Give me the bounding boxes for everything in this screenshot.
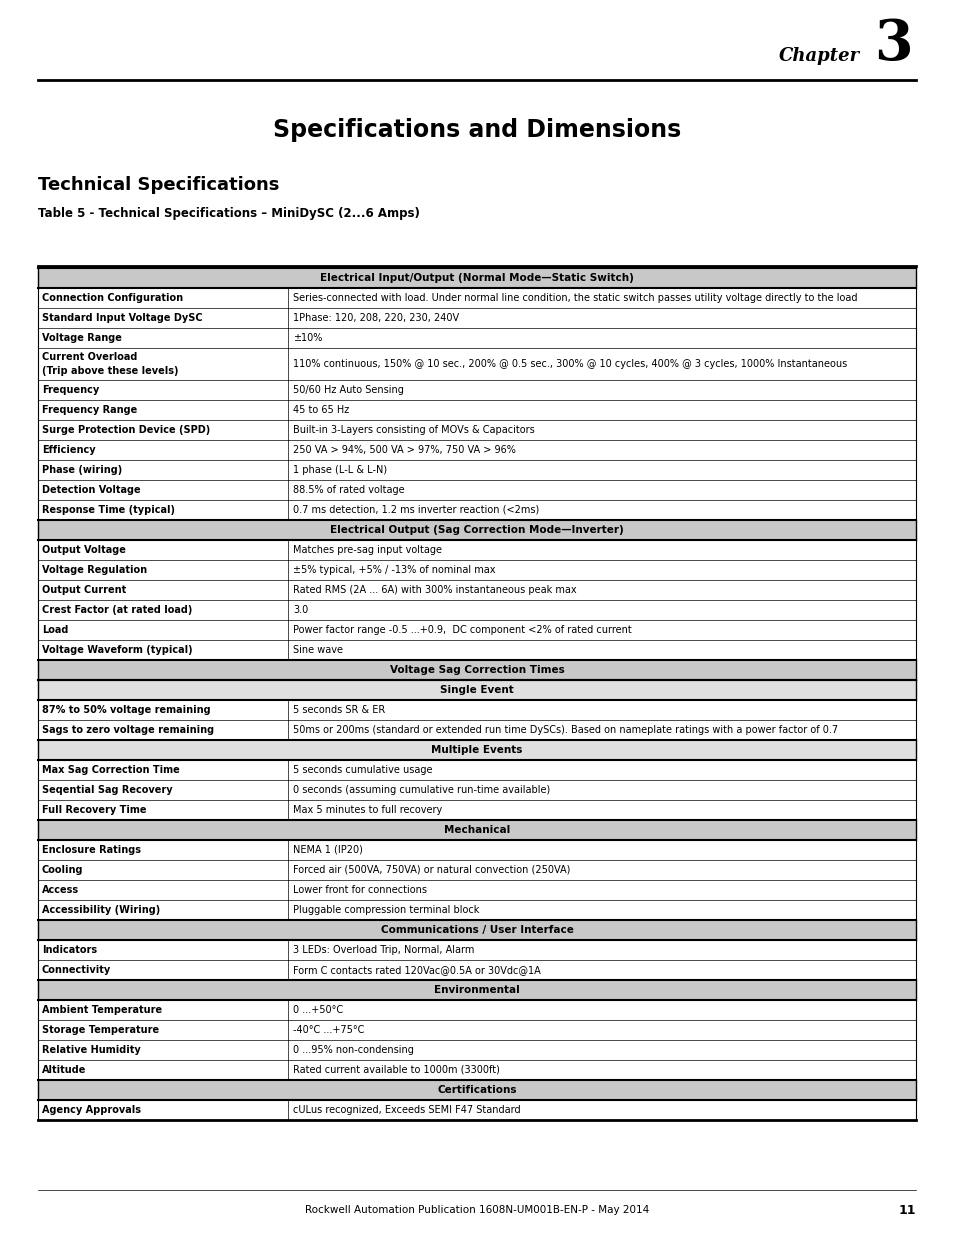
Text: Voltage Waveform (typical): Voltage Waveform (typical) <box>42 645 193 655</box>
Text: Rated RMS (2A ... 6A) with 300% instantaneous peak max: Rated RMS (2A ... 6A) with 300% instanta… <box>293 585 577 595</box>
Text: 3: 3 <box>874 17 912 72</box>
Text: Max Sag Correction Time: Max Sag Correction Time <box>42 764 179 776</box>
Text: Crest Factor (at rated load): Crest Factor (at rated load) <box>42 605 193 615</box>
Text: Current Overload: Current Overload <box>42 352 137 362</box>
Text: Rockwell Automation Publication 1608N-UM001B-EN-P - May 2014: Rockwell Automation Publication 1608N-UM… <box>305 1205 648 1215</box>
Text: Enclosure Ratings: Enclosure Ratings <box>42 845 141 855</box>
Text: Certifications: Certifications <box>436 1086 517 1095</box>
Text: Chapter: Chapter <box>778 47 859 65</box>
Text: Electrical Input/Output (Normal Mode—Static Switch): Electrical Input/Output (Normal Mode—Sta… <box>319 273 634 283</box>
Text: Rated current available to 1000m (3300ft): Rated current available to 1000m (3300ft… <box>293 1065 499 1074</box>
Text: Form C contacts rated 120Vac@0.5A or 30Vdc@1A: Form C contacts rated 120Vac@0.5A or 30V… <box>293 965 540 974</box>
Text: Ambient Temperature: Ambient Temperature <box>42 1005 162 1015</box>
Text: -40°C ...+75°C: -40°C ...+75°C <box>293 1025 364 1035</box>
Text: Accessibility (Wiring): Accessibility (Wiring) <box>42 905 160 915</box>
Text: Voltage Range: Voltage Range <box>42 333 122 343</box>
Text: Pluggable compression terminal block: Pluggable compression terminal block <box>293 905 479 915</box>
Text: 5 seconds SR & ER: 5 seconds SR & ER <box>293 705 385 715</box>
Text: 50/60 Hz Auto Sensing: 50/60 Hz Auto Sensing <box>293 385 404 395</box>
Text: Detection Voltage: Detection Voltage <box>42 485 140 495</box>
Text: 1Phase: 120, 208, 220, 230, 240V: 1Phase: 120, 208, 220, 230, 240V <box>293 312 459 324</box>
Text: Max 5 minutes to full recovery: Max 5 minutes to full recovery <box>293 805 442 815</box>
Text: 1 phase (L-L & L-N): 1 phase (L-L & L-N) <box>293 466 387 475</box>
Bar <box>38 981 915 1000</box>
Text: Access: Access <box>42 885 79 895</box>
Text: Seqential Sag Recovery: Seqential Sag Recovery <box>42 785 172 795</box>
Text: 0 seconds (assuming cumulative run-time available): 0 seconds (assuming cumulative run-time … <box>293 785 550 795</box>
Text: 110% continuous, 150% @ 10 sec., 200% @ 0.5 sec., 300% @ 10 cycles, 400% @ 3 cyc: 110% continuous, 150% @ 10 sec., 200% @ … <box>293 359 846 369</box>
Text: Matches pre-sag input voltage: Matches pre-sag input voltage <box>293 545 442 555</box>
Text: Standard Input Voltage DySC: Standard Input Voltage DySC <box>42 312 202 324</box>
Bar <box>38 740 915 760</box>
Text: Efficiency: Efficiency <box>42 445 95 454</box>
Text: Technical Specifications: Technical Specifications <box>38 177 279 194</box>
Text: Single Event: Single Event <box>439 685 514 695</box>
Text: Voltage Regulation: Voltage Regulation <box>42 564 147 576</box>
Text: Phase (wiring): Phase (wiring) <box>42 466 122 475</box>
Text: Connection Configuration: Connection Configuration <box>42 293 183 303</box>
Text: 0.7 ms detection, 1.2 ms inverter reaction (<2ms): 0.7 ms detection, 1.2 ms inverter reacti… <box>293 505 538 515</box>
Text: Frequency Range: Frequency Range <box>42 405 137 415</box>
Text: Electrical Output (Sag Correction Mode—Inverter): Electrical Output (Sag Correction Mode—I… <box>330 525 623 535</box>
Text: 88.5% of rated voltage: 88.5% of rated voltage <box>293 485 404 495</box>
Text: 45 to 65 Hz: 45 to 65 Hz <box>293 405 349 415</box>
Text: Surge Protection Device (SPD): Surge Protection Device (SPD) <box>42 425 210 435</box>
Text: Environmental: Environmental <box>434 986 519 995</box>
Text: 87% to 50% voltage remaining: 87% to 50% voltage remaining <box>42 705 211 715</box>
Text: NEMA 1 (IP20): NEMA 1 (IP20) <box>293 845 363 855</box>
Bar <box>38 659 915 680</box>
Text: Altitude: Altitude <box>42 1065 87 1074</box>
Bar <box>38 1079 915 1100</box>
Bar <box>38 520 915 540</box>
Text: Mechanical: Mechanical <box>443 825 510 835</box>
Bar <box>38 680 915 700</box>
Text: (Trip above these levels): (Trip above these levels) <box>42 366 178 375</box>
Text: 0 ...95% non-condensing: 0 ...95% non-condensing <box>293 1045 414 1055</box>
Text: Multiple Events: Multiple Events <box>431 745 522 755</box>
Text: Series-connected with load. Under normal line condition, the static switch passe: Series-connected with load. Under normal… <box>293 293 857 303</box>
Text: cULus recognized, Exceeds SEMI F47 Standard: cULus recognized, Exceeds SEMI F47 Stand… <box>293 1105 520 1115</box>
Text: 11: 11 <box>898 1203 915 1216</box>
Text: Load: Load <box>42 625 69 635</box>
Text: 5 seconds cumulative usage: 5 seconds cumulative usage <box>293 764 433 776</box>
Text: Storage Temperature: Storage Temperature <box>42 1025 159 1035</box>
Text: Agency Approvals: Agency Approvals <box>42 1105 141 1115</box>
Text: Power factor range -0.5 ...+0.9,  DC component <2% of rated current: Power factor range -0.5 ...+0.9, DC comp… <box>293 625 631 635</box>
Text: Connectivity: Connectivity <box>42 965 112 974</box>
Text: Table 5 - Technical Specifications – MiniDySC (2...6 Amps): Table 5 - Technical Specifications – Min… <box>38 206 419 220</box>
Bar <box>38 920 915 940</box>
Text: Forced air (500VA, 750VA) or natural convection (250VA): Forced air (500VA, 750VA) or natural con… <box>293 864 570 876</box>
Bar <box>38 268 915 288</box>
Text: Built-in 3-Layers consisting of MOVs & Capacitors: Built-in 3-Layers consisting of MOVs & C… <box>293 425 535 435</box>
Text: Communications / User Interface: Communications / User Interface <box>380 925 573 935</box>
Text: Output Voltage: Output Voltage <box>42 545 126 555</box>
Text: Full Recovery Time: Full Recovery Time <box>42 805 147 815</box>
Text: Frequency: Frequency <box>42 385 99 395</box>
Text: 3 LEDs: Overload Trip, Normal, Alarm: 3 LEDs: Overload Trip, Normal, Alarm <box>293 945 474 955</box>
Text: Lower front for connections: Lower front for connections <box>293 885 427 895</box>
Text: Voltage Sag Correction Times: Voltage Sag Correction Times <box>389 664 564 676</box>
Text: Output Current: Output Current <box>42 585 126 595</box>
Text: 250 VA > 94%, 500 VA > 97%, 750 VA > 96%: 250 VA > 94%, 500 VA > 97%, 750 VA > 96% <box>293 445 516 454</box>
Text: 3.0: 3.0 <box>293 605 308 615</box>
Text: Indicators: Indicators <box>42 945 97 955</box>
Text: ±10%: ±10% <box>293 333 322 343</box>
Text: Relative Humidity: Relative Humidity <box>42 1045 141 1055</box>
Text: 0 ...+50°C: 0 ...+50°C <box>293 1005 343 1015</box>
Text: 50ms or 200ms (standard or extended run time DySCs). Based on nameplate ratings : 50ms or 200ms (standard or extended run … <box>293 725 838 735</box>
Text: Specifications and Dimensions: Specifications and Dimensions <box>273 119 680 142</box>
Bar <box>38 820 915 840</box>
Text: Sags to zero voltage remaining: Sags to zero voltage remaining <box>42 725 213 735</box>
Text: ±5% typical, +5% / -13% of nominal max: ±5% typical, +5% / -13% of nominal max <box>293 564 496 576</box>
Text: Sine wave: Sine wave <box>293 645 343 655</box>
Text: Cooling: Cooling <box>42 864 84 876</box>
Text: Response Time (typical): Response Time (typical) <box>42 505 174 515</box>
